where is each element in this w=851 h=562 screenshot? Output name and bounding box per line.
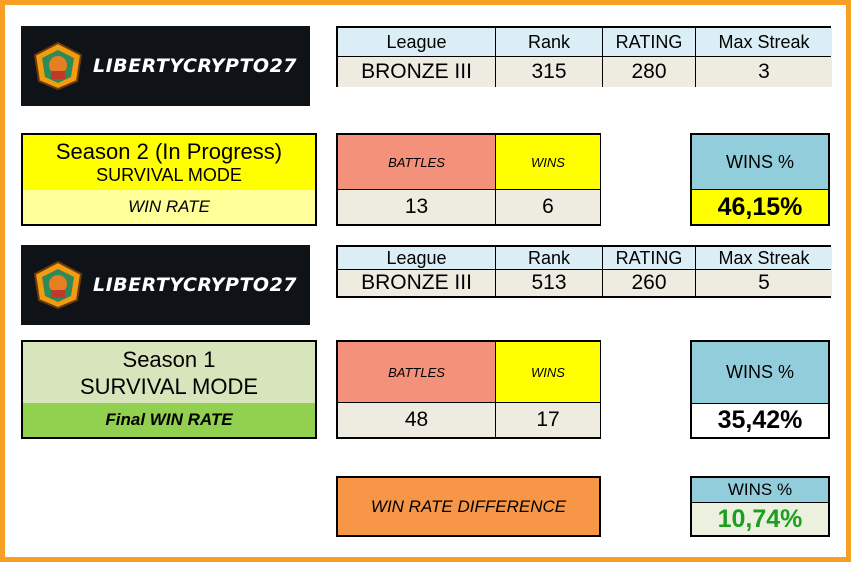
season1-battles-wins: BATTLES WINS 48 17 <box>336 340 601 439</box>
header-league: League <box>338 247 495 269</box>
lion-emblem-icon <box>33 260 83 310</box>
header-league: League <box>338 28 495 56</box>
season1-battles-label: BATTLES <box>338 342 495 402</box>
logo-banner-top: LIBERTYCRYPTO27 <box>21 26 310 106</box>
logo-text: LIBERTYCRYPTO27 <box>93 55 298 77</box>
season2-wins-label: WINS <box>496 135 600 189</box>
season2-battles-value: 13 <box>338 190 495 224</box>
value-max-streak: 3 <box>696 57 832 87</box>
difference-wins-pct-label: WINS % <box>692 478 828 502</box>
difference-wins-pct-value: 10,74% <box>692 503 828 535</box>
value-max-streak: 5 <box>696 270 832 296</box>
season1-title: Season 1 <box>122 346 216 372</box>
logo-text: LIBERTYCRYPTO27 <box>93 274 298 296</box>
season1-wins-pct-label: WINS % <box>692 342 828 403</box>
value-league: BRONZE III <box>338 270 495 296</box>
header-max-streak: Max Streak <box>696 28 832 56</box>
season2-mode: SURVIVAL MODE <box>96 164 242 185</box>
season2-title: Season 2 (In Progress) <box>55 138 283 164</box>
header-max-streak: Max Streak <box>696 247 832 269</box>
season2-battles-wins: BATTLES WINS 13 6 <box>336 133 601 226</box>
header-rating: RATING <box>603 28 695 56</box>
season1-battles-value: 48 <box>338 403 495 437</box>
stats-table-season2: League Rank RATING Max Streak BRONZE III… <box>336 26 832 87</box>
lion-emblem-icon <box>33 41 83 91</box>
season2-label-box: Season 2 (In Progress) SURVIVAL MODE WIN… <box>21 133 317 226</box>
logo-banner-bottom: LIBERTYCRYPTO27 <box>21 245 310 325</box>
season1-wins-pct-box: WINS % 35,42% <box>690 340 830 439</box>
value-rating: 260 <box>603 270 695 296</box>
value-rating: 280 <box>603 57 695 87</box>
stats-table-season1: League Rank RATING Max Streak BRONZE III… <box>336 245 832 298</box>
season2-battles-label: BATTLES <box>338 135 495 189</box>
value-rank: 513 <box>496 270 602 296</box>
season1-label-box: Season 1 SURVIVAL MODE Final WIN RATE <box>21 340 317 439</box>
header-rank: Rank <box>496 247 602 269</box>
win-rate-difference-label: WIN RATE DIFFERENCE <box>336 476 601 537</box>
value-league: BRONZE III <box>338 57 495 87</box>
header-rating: RATING <box>603 247 695 269</box>
season1-wins-label: WINS <box>496 342 600 402</box>
season2-wins-pct-value: 46,15% <box>692 190 828 224</box>
season1-rate-label: Final WIN RATE <box>23 403 315 437</box>
difference-wins-pct-box: WINS % 10,74% <box>690 476 830 537</box>
season2-wins-value: 6 <box>496 190 600 224</box>
season2-rate-label: WIN RATE <box>23 190 315 224</box>
season1-wins-pct-value: 35,42% <box>692 404 828 437</box>
season1-mode: SURVIVAL MODE <box>79 373 259 399</box>
season2-wins-pct-label: WINS % <box>692 135 828 189</box>
header-rank: Rank <box>496 28 602 56</box>
season2-wins-pct-box: WINS % 46,15% <box>690 133 830 226</box>
season1-wins-value: 17 <box>496 403 600 437</box>
value-rank: 315 <box>496 57 602 87</box>
